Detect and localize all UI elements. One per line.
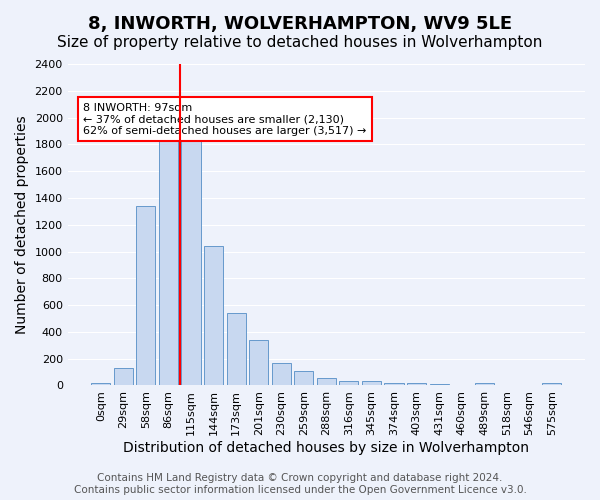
Bar bbox=[136, 206, 155, 386]
Bar bbox=[542, 383, 562, 386]
Text: 8 INWORTH: 97sqm
← 37% of detached houses are smaller (2,130)
62% of semi-detach: 8 INWORTH: 97sqm ← 37% of detached house… bbox=[83, 102, 367, 136]
Bar bbox=[317, 378, 336, 386]
Y-axis label: Number of detached properties: Number of detached properties bbox=[15, 116, 29, 334]
X-axis label: Distribution of detached houses by size in Wolverhampton: Distribution of detached houses by size … bbox=[124, 441, 529, 455]
Bar bbox=[294, 370, 313, 386]
Text: 8, INWORTH, WOLVERHAMPTON, WV9 5LE: 8, INWORTH, WOLVERHAMPTON, WV9 5LE bbox=[88, 15, 512, 33]
Bar bbox=[272, 364, 291, 386]
Bar bbox=[430, 384, 449, 386]
Bar bbox=[407, 384, 426, 386]
Bar bbox=[385, 383, 404, 386]
Bar bbox=[227, 313, 245, 386]
Bar bbox=[249, 340, 268, 386]
Text: Size of property relative to detached houses in Wolverhampton: Size of property relative to detached ho… bbox=[58, 35, 542, 50]
Bar bbox=[340, 381, 358, 386]
Bar bbox=[475, 384, 494, 386]
Bar bbox=[91, 383, 110, 386]
Bar bbox=[114, 368, 133, 386]
Bar bbox=[159, 131, 178, 386]
Bar bbox=[362, 382, 381, 386]
Bar bbox=[204, 246, 223, 386]
Text: Contains HM Land Registry data © Crown copyright and database right 2024.
Contai: Contains HM Land Registry data © Crown c… bbox=[74, 474, 526, 495]
Bar bbox=[181, 131, 200, 386]
